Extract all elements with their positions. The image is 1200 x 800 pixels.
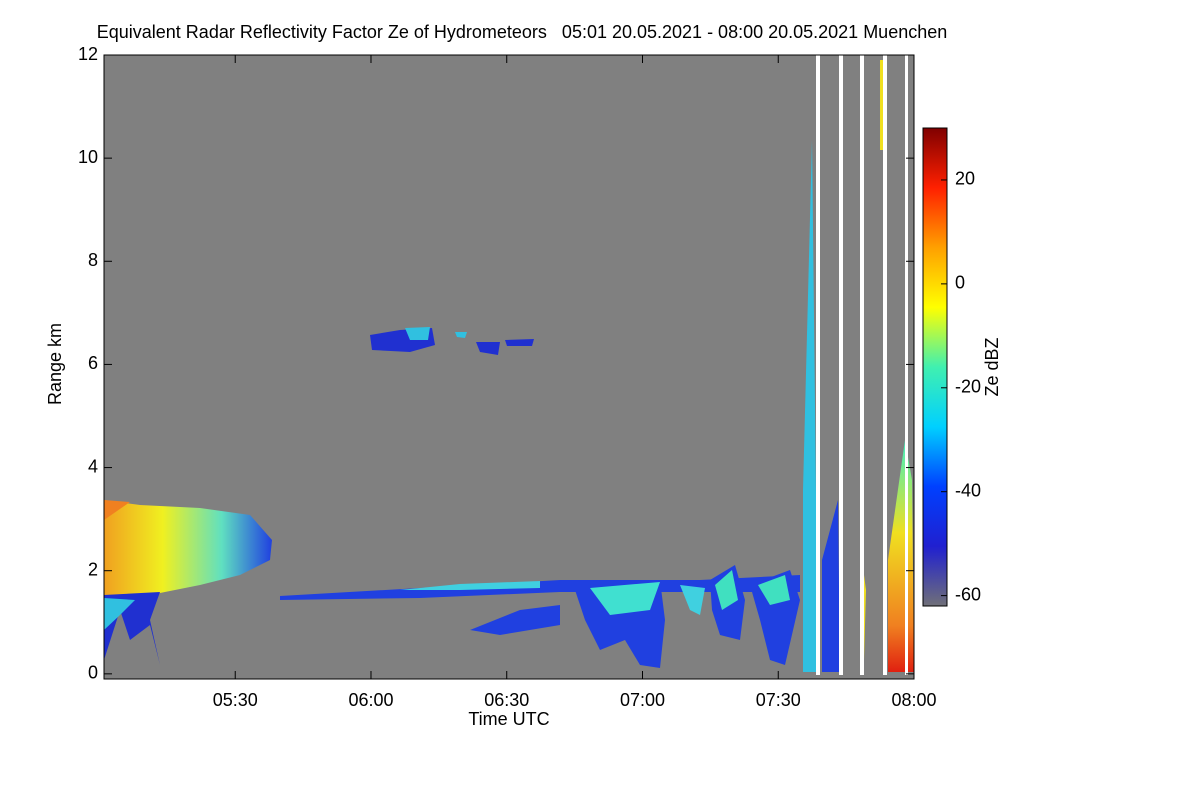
- colorbar-tick-label: 20: [955, 169, 975, 189]
- y-tick-label: 6: [88, 353, 98, 373]
- y-tick-label: 8: [88, 250, 98, 270]
- x-tick-label: 06:30: [484, 690, 529, 710]
- radar-echoes: [104, 60, 914, 672]
- x-tick-label: 08:00: [891, 690, 936, 710]
- y-axis-label: Range km: [45, 323, 65, 405]
- colorbar: [922, 127, 948, 607]
- colorbar-tick-label: 0: [955, 273, 965, 293]
- y-tick-label: 12: [78, 44, 98, 64]
- x-tick-label: 06:00: [348, 690, 393, 710]
- chart-title: Equivalent Radar Reflectivity Factor Ze …: [97, 22, 948, 42]
- x-tick-label: 05:30: [213, 690, 258, 710]
- y-tick-label: 2: [88, 559, 98, 579]
- y-tick-label: 4: [88, 456, 98, 476]
- plot-frame: [103, 54, 915, 680]
- y-tick-label: 10: [78, 147, 98, 167]
- colorbar-tick-label: -40: [955, 480, 981, 500]
- x-tick-label: 07:00: [620, 690, 665, 710]
- data-gaps: [816, 55, 908, 675]
- colorbar-tick-label: -20: [955, 377, 981, 397]
- y-tick-label: 0: [88, 663, 98, 683]
- colorbar-tick-label: -60: [955, 584, 981, 604]
- x-axis-label: Time UTC: [468, 709, 549, 729]
- colorbar-label: Ze dBZ: [982, 337, 1002, 396]
- x-tick-label: 07:30: [756, 690, 801, 710]
